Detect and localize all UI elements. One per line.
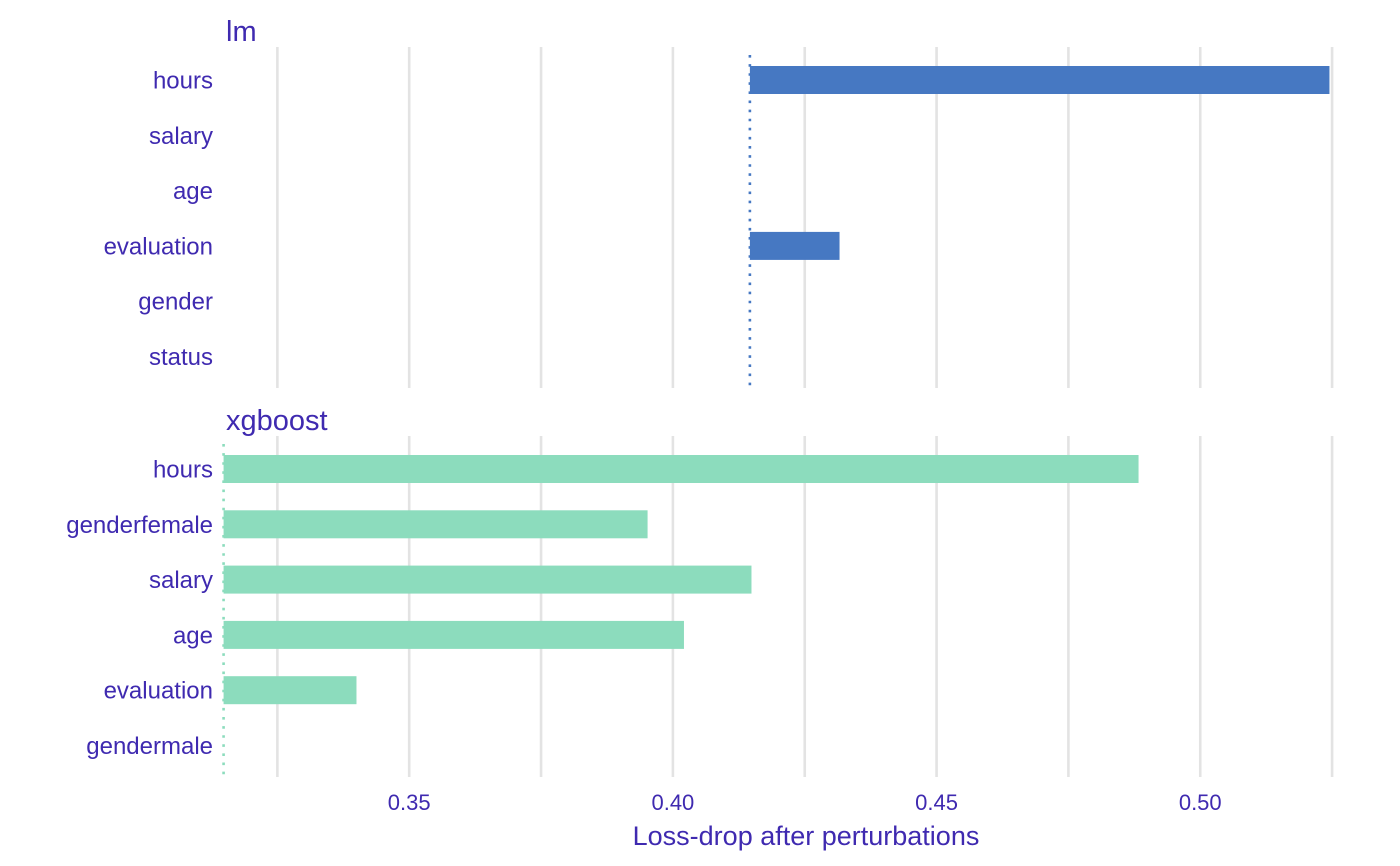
category-label: evaluation (104, 233, 213, 260)
category-label: age (173, 622, 213, 649)
bar-xgboost-salary (223, 565, 752, 594)
bar-xgboost-age (223, 620, 684, 649)
category-label: salary (149, 567, 213, 594)
x-tick-label: 0.45 (915, 790, 958, 815)
x-tick-label: 0.40 (651, 790, 694, 815)
category-label: genderfemale (66, 512, 213, 539)
bar-lm-evaluation (749, 231, 840, 260)
facet-title: lm (226, 16, 257, 48)
category-label: status (149, 344, 213, 371)
x-tick-label: 0.50 (1179, 790, 1222, 815)
bar-xgboost-genderfemale (223, 510, 648, 539)
category-label: salary (149, 123, 213, 150)
bar-lm-hours (749, 66, 1330, 94)
facet-title: xgboost (226, 405, 328, 437)
category-label: evaluation (104, 678, 213, 705)
x-tick-label: 0.35 (388, 790, 431, 815)
bar-xgboost-hours (223, 455, 1139, 483)
category-label: gendermale (86, 733, 213, 760)
category-label: hours (153, 457, 213, 484)
facet-xgboost: xgboost hours genderfemale salary age evaluat… (66, 405, 1334, 777)
category-label: age (173, 178, 213, 205)
category-label: hours (153, 68, 213, 95)
bar-xgboost-evaluation (223, 676, 357, 705)
x-axis-title: Loss-drop after perturbations (633, 821, 980, 851)
category-label: gender (138, 289, 213, 316)
